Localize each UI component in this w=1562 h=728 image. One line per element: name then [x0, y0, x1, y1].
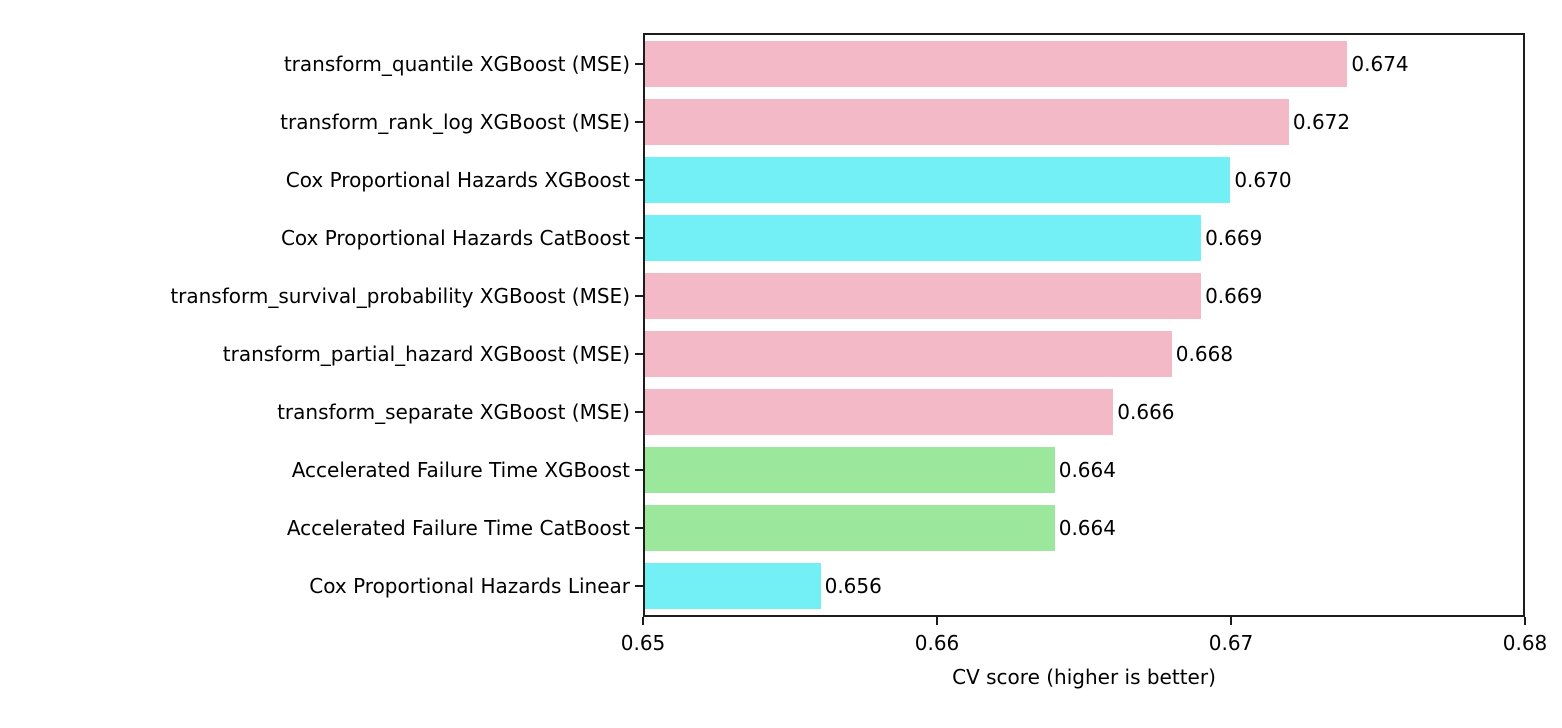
x-tick: [936, 617, 938, 625]
y-tick: [635, 353, 643, 355]
y-tick: [635, 121, 643, 123]
y-tick: [635, 469, 643, 471]
x-tick: [1524, 617, 1526, 625]
bar: [645, 272, 1202, 320]
bar-value-label: 0.670: [1234, 168, 1292, 192]
bar: [645, 562, 821, 610]
category-label: transform_quantile XGBoost (MSE): [283, 52, 630, 76]
category-label: transform_separate XGBoost (MSE): [277, 400, 630, 424]
bar: [645, 214, 1202, 262]
y-tick: [635, 179, 643, 181]
x-tick: [1230, 617, 1232, 625]
bar: [645, 388, 1114, 436]
category-label: Cox Proportional Hazards Linear: [309, 574, 630, 598]
y-tick: [635, 527, 643, 529]
bar-value-label: 0.669: [1205, 226, 1263, 250]
x-axis-label: CV score (higher is better): [952, 665, 1216, 689]
y-tick: [635, 63, 643, 65]
bar: [645, 330, 1172, 378]
x-tick-label: 0.66: [914, 631, 960, 655]
y-tick: [635, 411, 643, 413]
x-tick-label: 0.67: [1208, 631, 1254, 655]
category-label: Accelerated Failure Time CatBoost: [286, 516, 630, 540]
bar: [645, 98, 1289, 146]
y-tick: [635, 585, 643, 587]
y-tick: [635, 295, 643, 297]
category-label: transform_partial_hazard XGBoost (MSE): [222, 342, 630, 366]
category-label: Cox Proportional Hazards XGBoost: [285, 168, 630, 192]
category-label: Cox Proportional Hazards CatBoost: [280, 226, 630, 250]
category-label: transform_rank_log XGBoost (MSE): [280, 110, 630, 134]
bar-value-label: 0.664: [1058, 458, 1116, 482]
category-label: transform_survival_probability XGBoost (…: [170, 284, 630, 308]
plot-area: 0.674 0.672 0.670 0.669 0.669 0.668 0.666 0.664…: [643, 33, 1525, 617]
bar-value-label: 0.674: [1351, 52, 1409, 76]
bar-value-label: 0.666: [1117, 400, 1175, 424]
bar-value-label: 0.656: [824, 574, 882, 598]
x-tick-label: 0.68: [1502, 631, 1548, 655]
bar-value-label: 0.672: [1292, 110, 1351, 134]
x-tick-label: 0.65: [620, 631, 666, 655]
bar-value-label: 0.669: [1205, 284, 1263, 308]
y-tick: [635, 237, 643, 239]
bar-value-label: 0.668: [1175, 342, 1234, 366]
x-tick: [642, 617, 644, 625]
category-label: Accelerated Failure Time XGBoost: [291, 458, 630, 482]
bar: [645, 504, 1055, 552]
bar-value-label: 0.664: [1058, 516, 1116, 540]
bar: [645, 446, 1055, 494]
bar: [645, 156, 1231, 204]
bar: [645, 40, 1348, 88]
